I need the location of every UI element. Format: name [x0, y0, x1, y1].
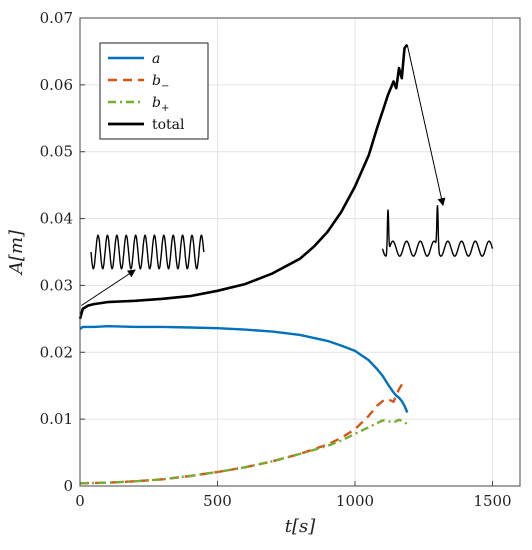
- legend-label: a: [152, 51, 160, 67]
- legend-label: b−: [152, 73, 169, 92]
- x-tick-label: 0: [75, 492, 85, 510]
- y-tick-label: 0.05: [40, 143, 73, 161]
- y-axis-label: A[m]: [6, 229, 27, 276]
- legend-label: total: [152, 117, 185, 133]
- series-line-2: [79, 418, 409, 485]
- series-line-1: [79, 379, 406, 485]
- y-tick-label: 0.03: [40, 276, 73, 294]
- plot-frame: [79, 17, 521, 487]
- annotation-arrow: [406, 44, 446, 207]
- series-line-0: [79, 325, 409, 413]
- y-tick-label: 0.04: [40, 210, 73, 228]
- grid: [79, 17, 520, 487]
- x-tick-label: 1500: [473, 492, 511, 510]
- x-tick-label: 1000: [336, 492, 374, 510]
- annotation-arrow: [81, 269, 136, 306]
- legend-label: b+: [152, 95, 169, 114]
- series-line-3: [78, 43, 409, 320]
- y-tick-label: 0.07: [40, 9, 73, 27]
- inset-layer: [81, 44, 494, 306]
- x-tick-label: 500: [203, 492, 232, 510]
- inset-signal-1: [381, 205, 494, 257]
- series-layer: [78, 43, 409, 485]
- legend: a b− b+ total: [99, 42, 209, 140]
- y-tick-label: 0.02: [40, 343, 73, 361]
- inset-signal-0: [90, 234, 205, 270]
- y-tick-label: 0.01: [40, 410, 73, 428]
- y-tick-label: 0.06: [40, 76, 73, 94]
- y-tick-label: 0: [63, 477, 73, 495]
- x-axis-label: t[s]: [285, 516, 316, 537]
- ticks: 0 500 1000 1500 0 0.01 0.02 0.03 0.04 0.05 0.06 0.0…: [40, 9, 512, 510]
